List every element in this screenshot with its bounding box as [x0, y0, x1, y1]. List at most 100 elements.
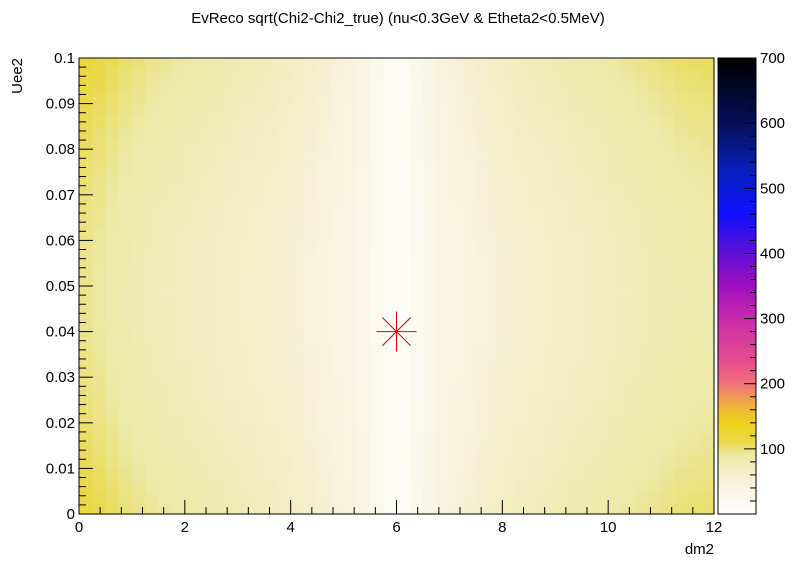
heatmap-cell	[317, 194, 331, 207]
heatmap-cell	[409, 457, 424, 469]
heatmap-cell	[250, 92, 265, 105]
heatmap-cell	[555, 217, 570, 230]
heatmap-cell	[422, 502, 437, 515]
heatmap-cell	[317, 286, 331, 298]
heatmap-cell	[118, 194, 133, 207]
heatmap-cell	[700, 308, 715, 321]
heatmap-cell	[290, 308, 305, 321]
heatmap-cell	[661, 160, 675, 173]
heatmap-cell	[409, 297, 424, 310]
heatmap-cell	[264, 331, 279, 344]
heatmap-cell	[250, 502, 265, 515]
heatmap-cell	[330, 502, 345, 515]
heatmap-cell	[422, 115, 437, 127]
y-tick-label: 0.03	[46, 369, 75, 386]
palette-segment	[718, 90, 756, 95]
heatmap-cell	[330, 422, 345, 435]
heatmap-cell	[568, 206, 583, 219]
heatmap-cell	[608, 240, 622, 253]
heatmap-cell	[370, 229, 384, 241]
heatmap-cell	[105, 183, 120, 196]
heatmap-cell	[661, 115, 675, 127]
palette-segment	[718, 253, 756, 258]
heatmap-cell	[594, 331, 609, 344]
heatmap-cell	[145, 468, 159, 481]
heatmap-cell	[449, 251, 464, 264]
palette-segment	[718, 383, 756, 388]
heatmap-cell	[383, 137, 398, 150]
heatmap-cell	[700, 445, 715, 458]
heatmap-cell	[184, 400, 199, 412]
heatmap-cell	[555, 149, 570, 162]
heatmap-cell	[250, 126, 265, 139]
heatmap-cell	[674, 240, 689, 253]
heatmap-cell	[343, 103, 358, 116]
heatmap-cell	[264, 160, 279, 173]
palette-segment	[718, 390, 756, 395]
heatmap-cell	[634, 331, 649, 344]
heatmap-cell	[528, 69, 543, 82]
heatmap-cell	[211, 422, 226, 435]
heatmap-cell	[79, 365, 93, 378]
heatmap-cell	[528, 297, 543, 310]
heatmap-cell	[356, 274, 371, 287]
heatmap-cell	[621, 274, 636, 287]
palette-segment	[718, 312, 756, 316]
palette-segment	[718, 409, 756, 414]
heatmap-cell	[184, 365, 199, 378]
heatmap-cell	[502, 343, 517, 355]
heatmap-cell	[515, 149, 530, 162]
heatmap-cell	[396, 92, 411, 105]
heatmap-cell	[436, 388, 451, 401]
heatmap-cell	[250, 308, 265, 321]
heatmap-cell	[343, 491, 358, 504]
heatmap-cell	[422, 457, 437, 469]
heatmap-cell	[92, 263, 107, 276]
heatmap-cell	[436, 80, 451, 93]
heatmap-cell	[528, 388, 543, 401]
heatmap-cell	[568, 320, 583, 333]
heatmap-cell	[118, 354, 133, 367]
heatmap-cell	[158, 422, 173, 435]
heatmap-cell	[290, 217, 305, 230]
heatmap-cell	[118, 445, 133, 458]
heatmap-cell	[370, 411, 384, 424]
palette-segment	[718, 282, 756, 287]
heatmap-cell	[92, 365, 107, 378]
heatmap-cell	[343, 468, 358, 481]
heatmap-cell	[581, 137, 596, 150]
heatmap-cell	[158, 400, 173, 412]
y-tick-label: 0.07	[46, 187, 75, 204]
heatmap-cell	[317, 331, 331, 344]
heatmap-cell	[184, 149, 199, 162]
heatmap-cell	[343, 251, 358, 264]
heatmap-cell	[290, 103, 305, 116]
heatmap-cell	[422, 479, 437, 492]
heatmap-cell	[409, 126, 424, 139]
heatmap-cell	[542, 320, 556, 333]
heatmap-cell	[92, 149, 107, 162]
heatmap-cell	[171, 103, 186, 116]
heatmap-cell	[317, 115, 331, 127]
heatmap-cell	[158, 479, 173, 492]
heatmap-cell	[290, 286, 305, 298]
heatmap-cell	[250, 251, 265, 264]
heatmap-cell	[317, 411, 331, 424]
heatmap-cell	[105, 274, 120, 287]
heatmap-cell	[79, 58, 93, 70]
heatmap-cell	[489, 217, 503, 230]
heatmap-cell	[343, 229, 358, 241]
heatmap-cell	[449, 343, 464, 355]
heatmap-cell	[290, 115, 305, 127]
heatmap-cell	[158, 240, 173, 253]
heatmap-cell	[555, 251, 570, 264]
heatmap-cell	[515, 137, 530, 150]
heatmap-cell	[303, 229, 318, 241]
heatmap-cell	[224, 400, 239, 412]
x-axis: 0 2 4 6 8 10 12	[75, 500, 722, 536]
heatmap-cell	[118, 160, 133, 173]
palette-segment	[718, 357, 756, 362]
heatmap-cell	[621, 343, 636, 355]
heatmap-cell	[568, 479, 583, 492]
heatmap-cell	[700, 365, 715, 378]
